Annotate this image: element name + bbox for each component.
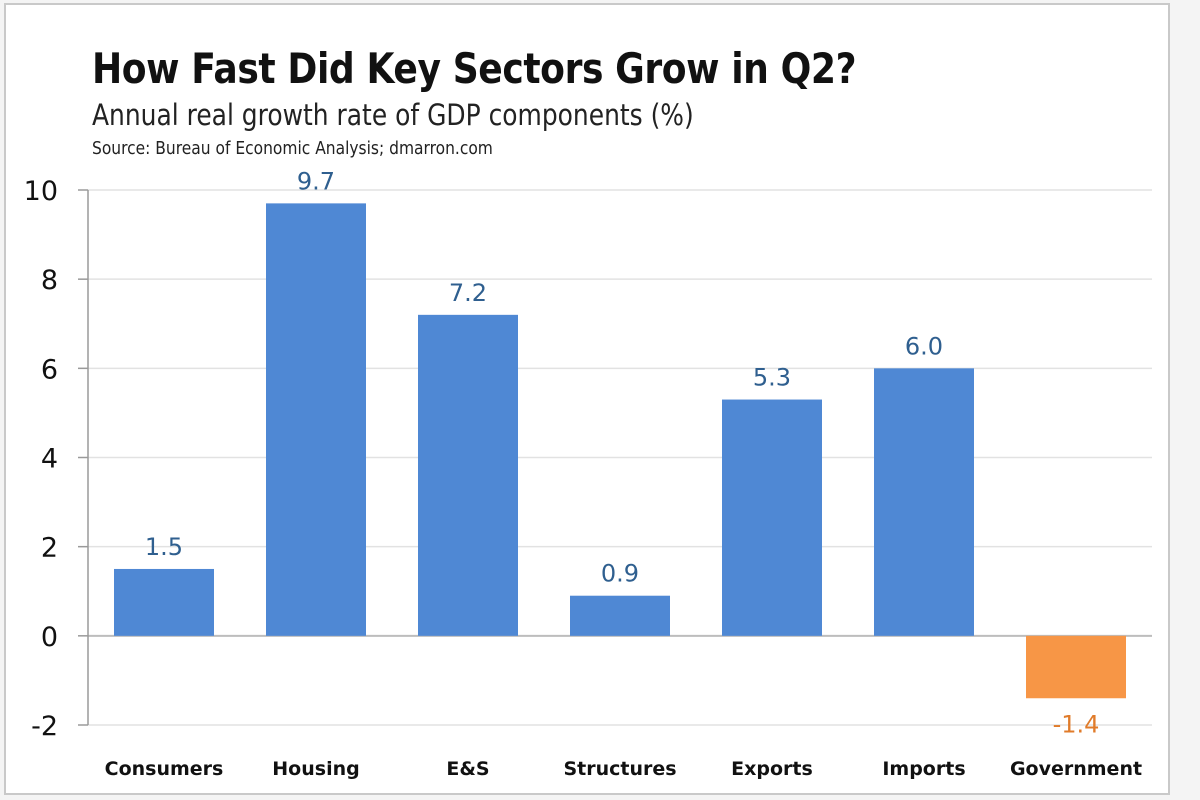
value-label: 7.2 [449,279,487,307]
value-label: 0.9 [601,560,639,588]
x-tick-label: Government [1010,758,1142,780]
y-tick-label: 0 [41,622,58,653]
y-tick-label: 6 [41,354,58,385]
value-label: 1.5 [145,533,183,561]
y-tick-label: -2 [31,711,58,742]
bar-es [418,314,518,636]
value-labels: 1.5 9.7 7.2 0.9 5.3 6.0 -1.4 [145,167,1100,738]
chart-subtitle: Annual real growth rate of GDP component… [92,98,694,132]
gridlines [88,189,1152,726]
x-tick-label: Structures [563,758,676,780]
chart-frame [4,3,1170,795]
x-axis-labels: Consumers Housing E&S Structures Exports Impo… [105,758,1142,780]
bars [114,203,1126,699]
x-tick-label: E&S [446,758,489,780]
y-tick-label: 2 [41,533,58,564]
x-tick-label: Consumers [105,758,224,780]
chart-source: Source: Bureau of Economic Analysis; dma… [92,138,493,159]
x-tick-label: Imports [882,758,965,780]
chart-title: How Fast Did Key Sectors Grow in Q2? [92,44,857,93]
bar-consumers [114,568,214,636]
bar-exports [722,399,822,636]
bar-structures [570,595,670,636]
bar-imports [874,368,974,636]
x-tick-label: Housing [272,758,359,780]
value-label: 6.0 [905,332,943,360]
y-tick-label: 8 [41,265,58,296]
value-label: 5.3 [753,364,791,392]
x-tick-label: Exports [731,758,813,780]
y-tick-label: 10 [24,176,58,207]
bar-housing [266,203,366,636]
value-label: 9.7 [297,167,335,195]
value-label: -1.4 [1053,710,1100,738]
y-axis: -2 0 2 4 6 8 10 [24,176,89,742]
bar-government [1026,635,1126,699]
y-tick-label: 4 [41,444,58,475]
